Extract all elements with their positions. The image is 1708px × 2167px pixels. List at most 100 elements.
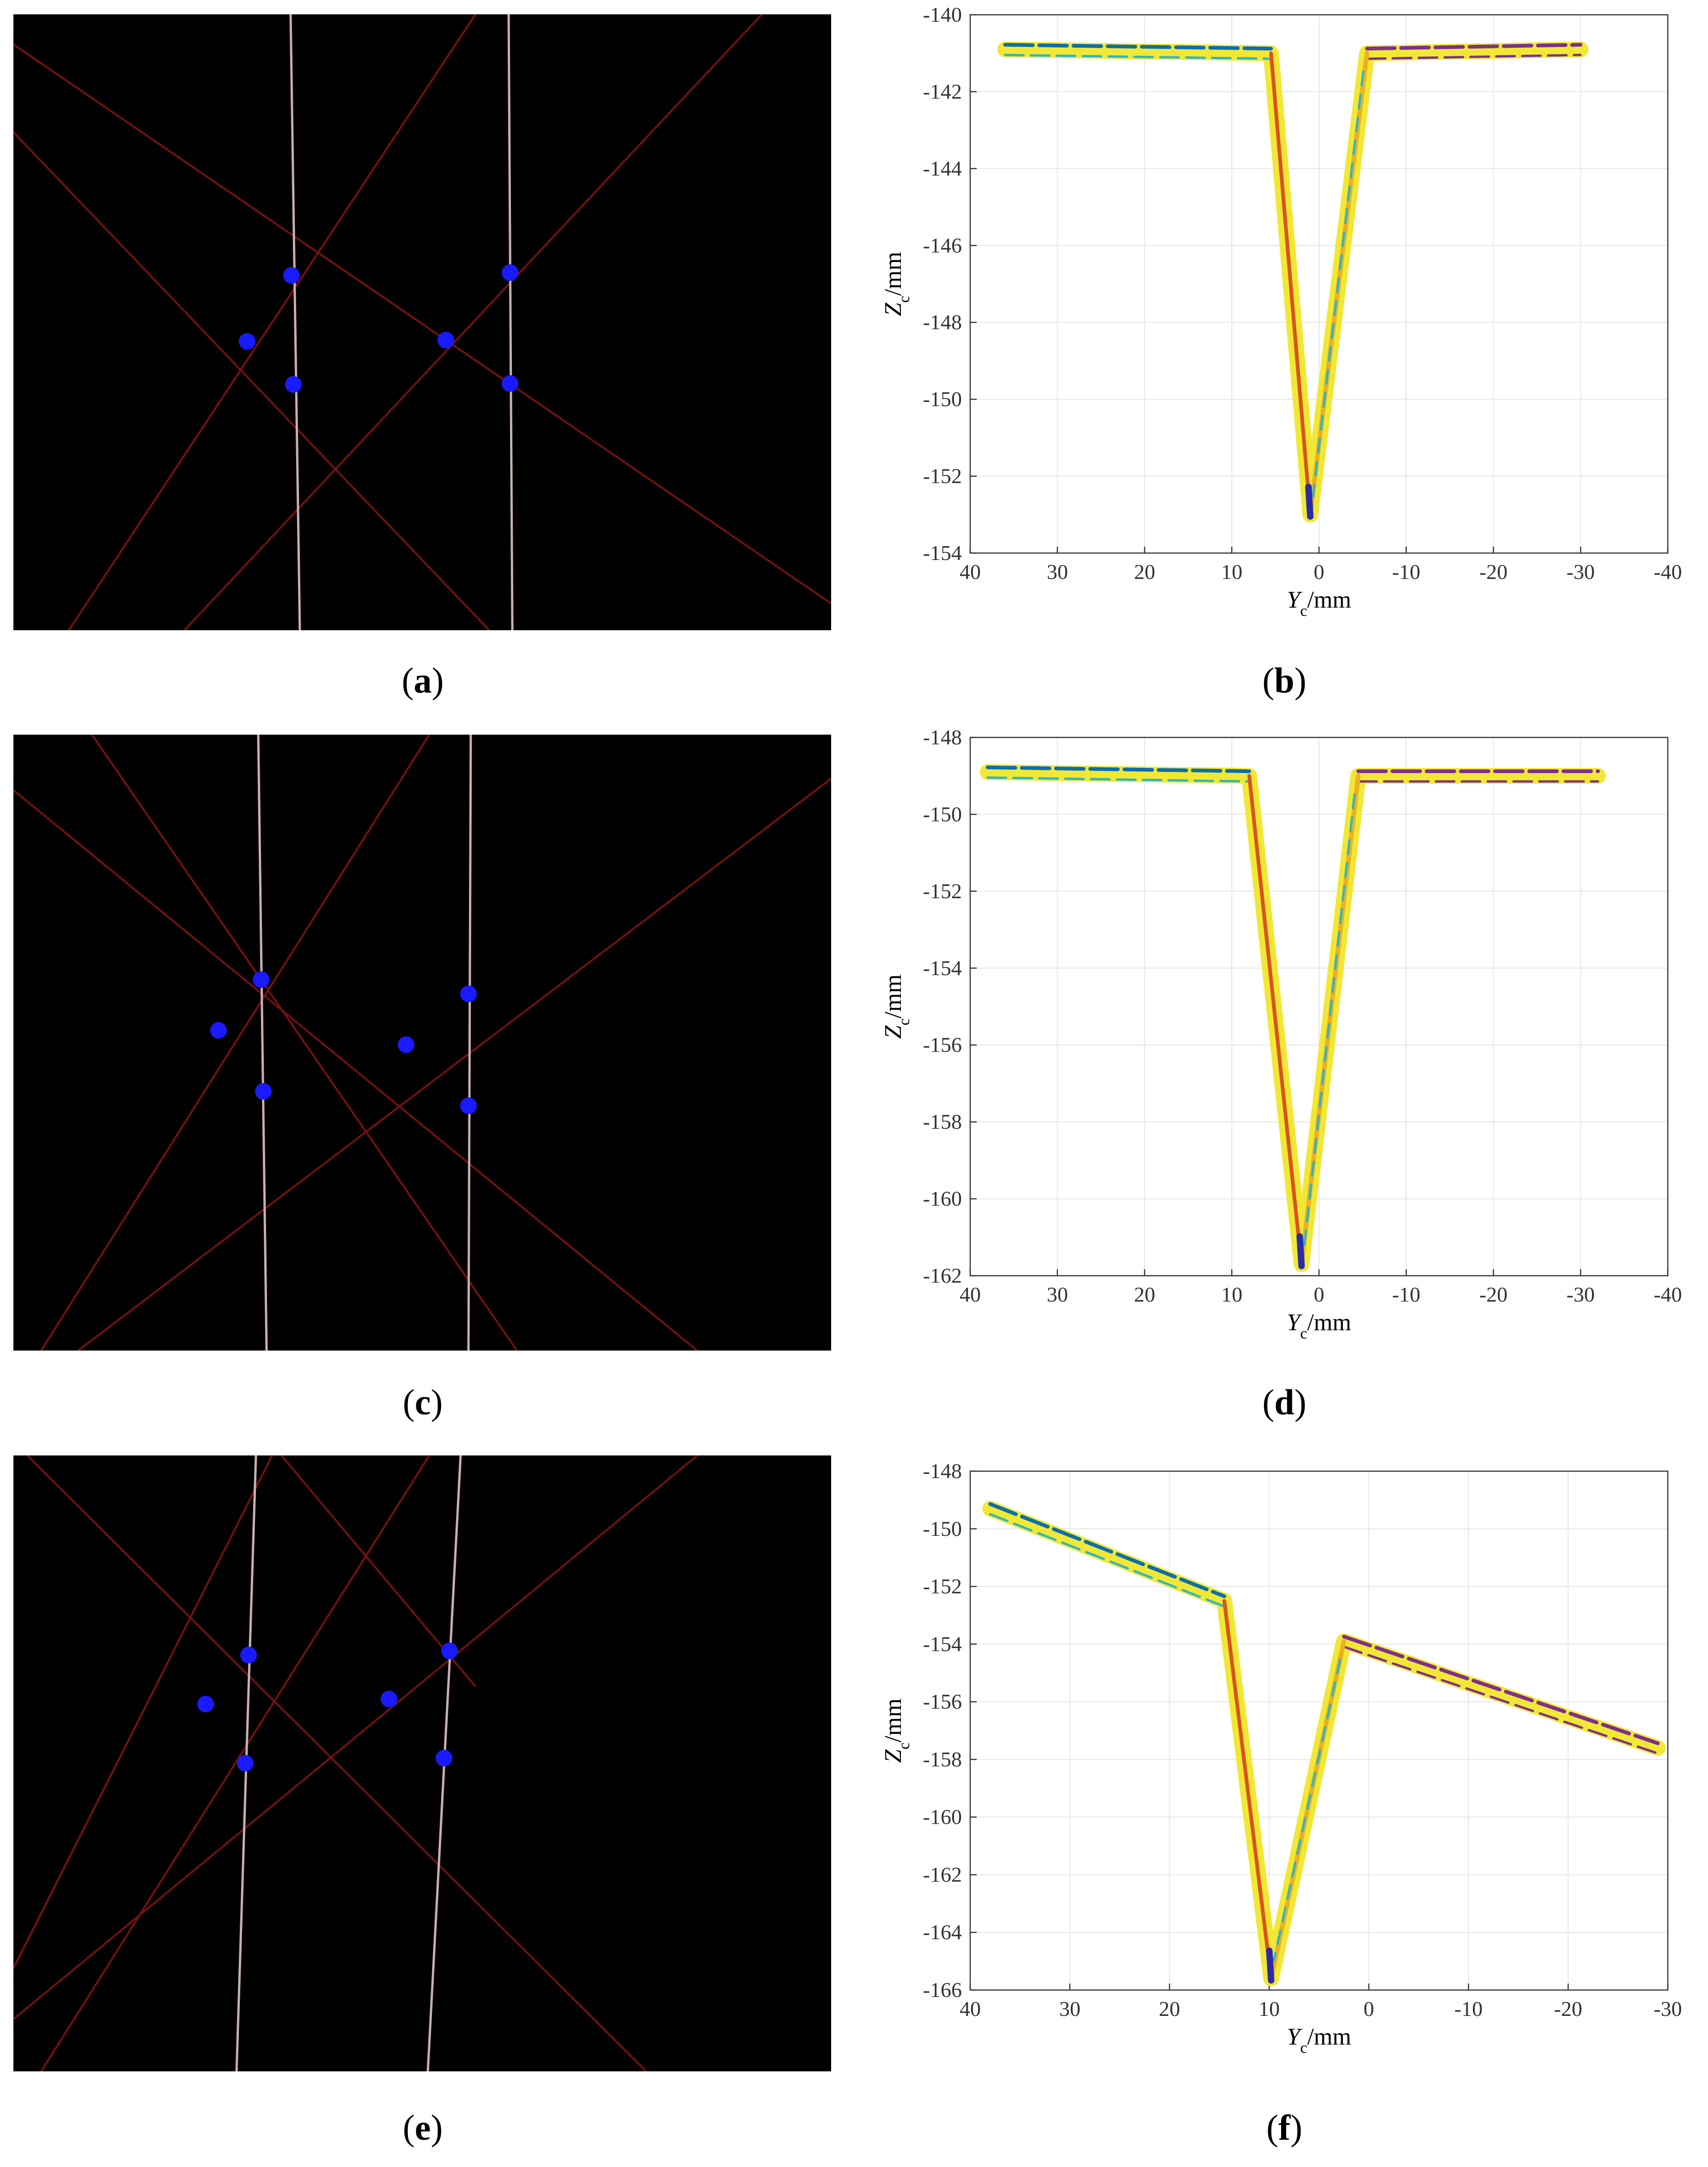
x-axis-label-main: Y [1287,2024,1302,2050]
feature-point [381,1691,397,1707]
series-bottom-tip [1266,1948,1275,1984]
y-axis-label-unit: /mm [880,252,906,296]
caption-letter: b [1274,660,1295,700]
x-tick-label: 0 [1363,1997,1374,2021]
x-tick-label: -10 [1454,1997,1483,2021]
y-tick-label: -140 [923,3,962,26]
feature-point [398,1036,414,1053]
x-tick-label: -20 [1554,1997,1582,2021]
laser-line [183,14,763,630]
series-left-flat-upper [1003,43,1273,51]
series-left-flat-upper [988,1502,1227,1598]
y-tick-label: -154 [923,541,962,565]
x-tick-label: -40 [1653,560,1682,584]
x-tick-label: 10 [1221,1283,1242,1306]
y-axis-label-unit: /mm [880,974,906,1018]
y-tick-label: -158 [923,1747,962,1771]
y-axis-label-sub: c [896,1742,913,1749]
laser-line [40,735,430,1351]
y-tick-label: -156 [923,1033,962,1057]
x-tick-label: -40 [1653,1283,1682,1306]
x-tick-label: 30 [1047,560,1068,584]
laser-image-a [13,14,831,630]
x-tick-label: -30 [1653,1997,1682,2021]
feature-point [285,376,302,393]
laser-line [13,789,698,1351]
x-tick-label: 20 [1134,560,1155,584]
x-tick-label: -30 [1567,560,1595,584]
x-axis-label-unit: /mm [1307,1309,1351,1336]
x-tick-label: -20 [1479,560,1507,584]
y-tick-label: -148 [923,725,962,749]
y-tick-label: -160 [923,1187,962,1211]
feature-point [436,1750,452,1766]
laser-stripe [257,735,268,1351]
y-tick-label: -160 [923,1805,962,1829]
y-axis-label: Zc/mm [880,974,913,1039]
y-tick-label: -158 [923,1110,962,1133]
caption-letter: c [414,1382,431,1422]
y-tick-label: -166 [923,1978,962,2002]
laser-line [77,778,831,1351]
series-right-wall-inner [1272,1658,1342,1961]
series-left-flat-lower [1004,54,1272,60]
feature-point [502,264,518,281]
x-tick-label: 40 [960,560,981,584]
y-tick-label: -162 [923,1264,962,1287]
laser-lines-c [13,735,831,1351]
laser-image-c [13,735,831,1351]
x-tick-label: 0 [1314,560,1325,584]
series-left-wall [1247,774,1304,1266]
x-tick-label: -10 [1392,560,1420,584]
x-tick-label: -10 [1392,1283,1420,1306]
profile-series [997,41,1589,523]
feature-point [460,1097,477,1114]
x-axis-label: Yc/mm [1287,587,1351,620]
feature-point [253,971,269,988]
y-tick-label: -146 [923,233,962,257]
x-axis-label: Yc/mm [1287,1309,1351,1342]
x-axis-label: Yc/mm [1287,2024,1351,2057]
caption-a: (a) [401,660,444,700]
series-left-flat-lower [989,1513,1226,1608]
series-right-wall [1299,773,1361,1267]
series-right-flat-lower [1343,1645,1659,1755]
laser-lines-a [13,14,831,630]
y-tick-label: -150 [923,387,962,411]
y-tick-label: -144 [923,157,962,180]
laser-line [40,1455,430,2071]
y-axis-label: Zc/mm [880,1698,913,1763]
laser-line [91,735,518,1351]
y-tick-label: -152 [923,464,962,488]
x-axis-label-sub: c [1300,603,1307,620]
caption-d: (d) [1262,1382,1307,1422]
laser-line [13,1455,698,2020]
profile-series [979,764,1606,1272]
y-tick-label: -162 [923,1863,962,1886]
x-tick-label: 0 [1314,1283,1325,1306]
laser-stripe [507,14,514,630]
axes-box [969,1470,1669,1991]
feature-point [239,333,255,350]
feature-point [197,1696,214,1712]
y-tick-label: -152 [923,1575,962,1598]
caption-letter: f [1278,2107,1290,2148]
series-bottom-tip [1296,1233,1305,1270]
x-tick-label: 10 [1258,1997,1280,2021]
profile-series [982,1501,1666,1987]
y-tick-label: -156 [923,1690,962,1713]
y-axis-label-main: Z [880,302,906,316]
y-axis-label-unit: /mm [880,1698,906,1742]
y-tick-label: -142 [923,79,962,103]
x-axis-label-main: Y [1287,587,1302,613]
y-tick-label: -154 [923,1632,962,1656]
x-axis-label-unit: /mm [1307,2024,1351,2050]
series-right-flat-upper [1365,43,1583,51]
laser-lines-e [13,1455,698,2071]
series-right-wall-inner [1312,70,1365,498]
series-bottom-tip [1305,483,1314,520]
feature-point [255,1083,272,1100]
